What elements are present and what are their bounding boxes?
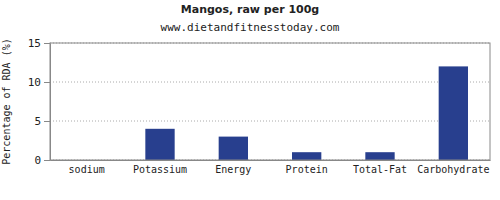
y-axis-label: Percentage of RDA (%) bbox=[1, 38, 12, 164]
y-axis-line bbox=[50, 44, 51, 161]
plot-frame bbox=[50, 43, 490, 160]
y-tick-label: 5 bbox=[34, 115, 41, 128]
y-tick-mark bbox=[44, 121, 50, 122]
y-axis: 0 5 10 15 bbox=[28, 37, 51, 167]
y-tick: 5 bbox=[34, 115, 50, 128]
x-tick: Energy bbox=[215, 160, 251, 175]
bar bbox=[219, 137, 248, 160]
bars bbox=[145, 66, 468, 160]
title: Mangos, raw per 100g bbox=[181, 3, 319, 16]
x-tick: Protein bbox=[286, 160, 328, 175]
bar bbox=[365, 152, 394, 160]
bar bbox=[145, 129, 174, 160]
x-axis-line bbox=[51, 160, 491, 161]
grid-line bbox=[50, 121, 490, 122]
x-tick: Potassium bbox=[133, 160, 187, 175]
x-tick-label: Total-Fat bbox=[353, 164, 407, 175]
y-tick-label: 10 bbox=[28, 76, 41, 89]
grid-line bbox=[50, 82, 490, 83]
x-tick: sodium bbox=[69, 160, 105, 175]
y-tick-label: 0 bbox=[34, 154, 41, 167]
y-tick-mark bbox=[44, 82, 50, 83]
plot: 0 5 10 15 sodium Potassium Energy Protein Total-… bbox=[28, 37, 491, 175]
x-tick: Carbohydrate bbox=[417, 160, 489, 175]
grid bbox=[50, 43, 490, 160]
y-tick: 15 bbox=[28, 37, 50, 50]
x-tick-label: Protein bbox=[286, 164, 328, 175]
x-tick-label: sodium bbox=[69, 164, 105, 175]
bar bbox=[439, 66, 468, 160]
x-axis: sodium Potassium Energy Protein Total-Fat Car… bbox=[51, 160, 491, 175]
y-tick-mark bbox=[44, 160, 50, 161]
chart: Mangos, raw per 100g www.dietandfitnessto… bbox=[0, 0, 500, 200]
x-tick-label: Energy bbox=[215, 164, 251, 175]
y-tick-label: 15 bbox=[28, 37, 41, 50]
y-tick: 10 bbox=[28, 76, 50, 89]
bar bbox=[292, 152, 321, 160]
y-tick-mark bbox=[44, 43, 50, 44]
y-tick: 0 bbox=[34, 154, 50, 167]
x-tick-label: Carbohydrate bbox=[417, 164, 489, 175]
x-tick-label: Potassium bbox=[133, 164, 187, 175]
x-tick: Total-Fat bbox=[353, 160, 407, 175]
subtitle: www.dietandfitnesstoday.com bbox=[161, 21, 340, 34]
